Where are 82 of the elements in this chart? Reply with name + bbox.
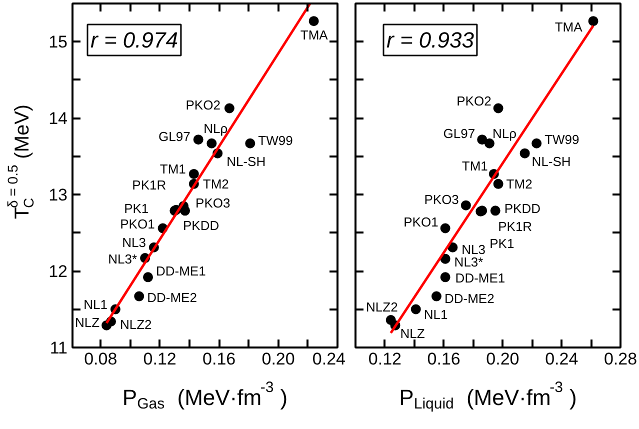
annotation: PKDD: [183, 218, 220, 234]
annotation: NL3*: [108, 252, 138, 267]
annotation: TM2: [506, 176, 532, 192]
annotation: NLρ: [204, 120, 228, 136]
x-tick-label: 0.24: [545, 350, 578, 368]
annotation: PKO3: [196, 196, 230, 211]
y-tick-label: 12: [48, 262, 68, 282]
point: [477, 134, 488, 145]
annotation: GL97: [158, 129, 190, 144]
y-tick-label: 11: [50, 338, 68, 358]
annotation: NLZ2: [120, 317, 152, 332]
point: [532, 138, 542, 148]
annotation: NL3: [462, 242, 486, 257]
annotation: PKO2: [186, 98, 220, 113]
annotation: NLρ: [492, 126, 516, 141]
y-tick-label: 15: [48, 32, 68, 52]
point: [520, 148, 530, 158]
point: [193, 134, 204, 145]
y-tick-label: 14: [48, 109, 68, 128]
annotation: PK1R: [498, 219, 532, 234]
annotation: PKO3: [424, 192, 459, 207]
annotation: r = 0.974: [90, 28, 178, 52]
point: [484, 138, 494, 148]
point: [386, 314, 396, 325]
point: [224, 103, 234, 114]
annotation: TM1: [462, 158, 488, 174]
annotation: NLZ: [400, 326, 425, 341]
x-tick-label: 0.24: [312, 350, 346, 368]
point: [493, 103, 504, 114]
annotation: DD-ME1: [455, 270, 506, 286]
point: [188, 168, 199, 179]
point: [490, 206, 500, 216]
annotation: DD-ME1: [156, 264, 206, 279]
point: [180, 206, 190, 216]
annotation: NL-SH: [226, 154, 266, 169]
x-tick-label: 0.20: [262, 350, 295, 368]
annotation: NL3: [122, 234, 146, 250]
point: [308, 16, 319, 26]
point: [134, 291, 144, 302]
point: [493, 178, 504, 189]
annotation: NL1: [424, 306, 448, 322]
annotation: PK1: [490, 236, 514, 251]
y-tick-label: 13: [48, 186, 68, 205]
annotation: TW99: [258, 132, 293, 148]
annotation: NL-SH: [532, 154, 571, 169]
x-tick-label: 0.20: [486, 350, 520, 368]
annotation: NLZ: [74, 314, 100, 330]
x-tick-label: 0.12: [368, 350, 402, 368]
annotation: TW99: [544, 132, 580, 147]
point: [440, 254, 450, 264]
y-axis-title: TCδ = 0.5 (MeV): [4, 104, 36, 220]
x-tick-label: 0.08: [84, 350, 118, 368]
annotation: NLZ2: [366, 299, 398, 314]
annotation: PKO1: [404, 214, 438, 230]
annotation: PK1R: [132, 177, 166, 192]
point: [440, 223, 450, 234]
annotation: PKO1: [120, 216, 155, 232]
point: [206, 138, 217, 148]
point: [588, 16, 598, 26]
point: [440, 272, 450, 282]
annotation: DD-ME2: [147, 290, 197, 305]
x-tick-label: 0.16: [427, 350, 460, 368]
x-tick-label: 0.28: [604, 350, 638, 368]
annotation: NL1: [84, 296, 108, 312]
annotation: PKDD: [504, 201, 540, 216]
annotation: TMA: [554, 20, 583, 35]
annotation: PK1: [124, 201, 149, 216]
point: [460, 200, 471, 210]
annotation: TM1: [160, 161, 186, 176]
annotation: NL3*: [454, 254, 484, 270]
annotation: DD-ME2: [444, 290, 494, 306]
annotation: TMA: [300, 28, 328, 43]
annotation: r = 0.933: [386, 28, 475, 52]
point: [245, 138, 256, 148]
point: [143, 272, 154, 282]
point: [431, 291, 442, 302]
x-tick-label: 0.12: [143, 350, 176, 368]
point: [410, 304, 421, 314]
annotation: TM2: [202, 176, 229, 192]
annotation: PKO2: [456, 94, 492, 109]
x-tick-label: 0.16: [202, 350, 236, 368]
annotation: GL97: [443, 126, 476, 142]
